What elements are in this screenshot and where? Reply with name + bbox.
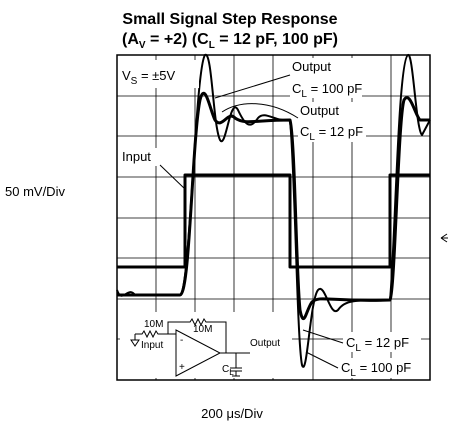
label-part: C (346, 335, 355, 350)
leader (302, 329, 344, 344)
title-part: = +2) (C (146, 31, 210, 48)
output-12pf-trace (117, 91, 430, 320)
circuit-input: Input (141, 340, 163, 351)
marker-arrow (440, 233, 448, 243)
label-part: = 12 pF (315, 124, 363, 139)
input-trace (117, 173, 430, 269)
label-bg (119, 148, 163, 166)
label-sub: L (350, 368, 356, 379)
label-part: C (341, 360, 350, 375)
output-100pf-trace (116, 53, 431, 368)
title-line2: (AV = +2) (CL = 12 pF, 100 pF) (122, 31, 338, 51)
cl100-label: CL = 100 pF (341, 360, 411, 379)
label-part: = ±5V (137, 68, 175, 83)
title-sub: L (209, 40, 215, 51)
label-bg (290, 58, 362, 98)
label-part: C (292, 81, 301, 96)
x-label: 200 μs/Div (201, 406, 263, 421)
out100-line2: CL = 100 pF (292, 81, 362, 100)
r1-label: 10M (144, 319, 163, 330)
label-part: = 100 pF (356, 360, 411, 375)
out100-line1: Output (292, 59, 331, 74)
label-sub: L (301, 89, 307, 100)
label-sub: L (309, 132, 315, 143)
label-part: = 12 pF (361, 335, 409, 350)
label-bg (298, 102, 366, 142)
title-sub: V (139, 40, 146, 51)
label-sub: L (355, 343, 361, 354)
resistor-2 (167, 317, 227, 353)
r2-label: 10M (193, 324, 212, 335)
circuit-bg (120, 312, 292, 378)
y-label: 50 mV/Div (5, 184, 65, 199)
leader (214, 74, 291, 99)
label-bg (343, 332, 421, 352)
label-sub: S (131, 76, 138, 87)
leader (221, 103, 299, 119)
circuit-output: Output (250, 338, 280, 349)
label-part: = 100 pF (307, 81, 362, 96)
leader (305, 351, 339, 369)
grid (116, 54, 431, 381)
label-bg (338, 358, 426, 378)
grid-frame (116, 54, 431, 381)
title-part: (A (122, 31, 139, 48)
title-line1: Small Signal Step Response (122, 11, 337, 28)
label-sub: L (229, 368, 234, 377)
label-part: C (300, 124, 309, 139)
plus-label: + (179, 362, 185, 373)
input-source (130, 334, 140, 347)
leader (159, 164, 187, 191)
op-amp (175, 329, 222, 377)
wires (220, 352, 250, 377)
vs-label: VS = ±5V (122, 68, 176, 87)
label-part: V (122, 68, 131, 83)
input-label: Input (122, 149, 151, 164)
label-bg (119, 60, 199, 88)
cl12-label: CL = 12 pF (346, 335, 409, 354)
circuit: 10M 10M Input Output - + CL (120, 312, 292, 378)
cl-label: CL (222, 364, 234, 377)
minus-label: - (180, 335, 183, 346)
out12-line1: Output (300, 103, 339, 118)
out12-line2: CL = 12 pF (300, 124, 363, 143)
label-part: C (222, 364, 229, 375)
resistor-1 (135, 329, 176, 339)
title-part: = 12 pF, 100 pF) (215, 31, 338, 48)
